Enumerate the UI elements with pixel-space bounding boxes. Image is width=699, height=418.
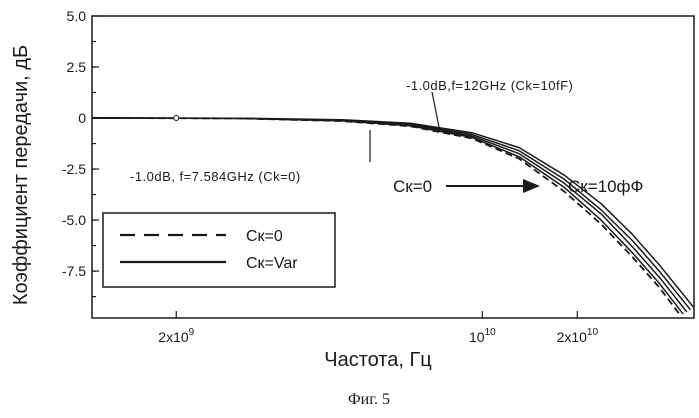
figure-caption: Фиг. 5 [348, 391, 390, 408]
y-tick-label: 0 [78, 110, 86, 126]
x-tick-label: 2x109 [158, 327, 194, 345]
x-axis-title: Частота, Гц [324, 349, 432, 371]
x-tick-label: 2x1010 [557, 327, 599, 345]
annotation-right-leader [432, 92, 440, 132]
y-tick-label: -2.5 [62, 161, 86, 177]
legend-box [103, 213, 335, 287]
y-tick-labels: 5.0 2.5 0 -2.5 -5.0 -7.5 [62, 8, 86, 279]
legend-label-solid: Cк=Var [246, 255, 298, 272]
x-tick-label: 1010 [469, 327, 496, 345]
arrow-to-label: Cк=10фФ [568, 177, 643, 196]
arrow-head [523, 179, 540, 193]
arrow-from-label: Cк=0 [393, 177, 432, 196]
x-tick-labels: 2x109 1010 2x1010 [158, 327, 598, 345]
legend: Cк=0 Cк=Var [103, 213, 335, 287]
annotation-right: -1.0dB,f=12GHz (Ck=10fF) [406, 78, 573, 93]
y-tick-label: -5.0 [62, 212, 86, 228]
y-tick-label: 5.0 [67, 8, 87, 24]
zero-marker [174, 116, 179, 121]
annotation-left: -1.0dB, f=7.584GHz (Ck=0) [130, 169, 301, 184]
y-axis-title: Коэффициент передачи, дБ [10, 45, 32, 305]
y-tick-label: 2.5 [67, 59, 87, 75]
legend-label-dashed: Cк=0 [246, 228, 283, 245]
y-tick-label: -7.5 [62, 263, 86, 279]
